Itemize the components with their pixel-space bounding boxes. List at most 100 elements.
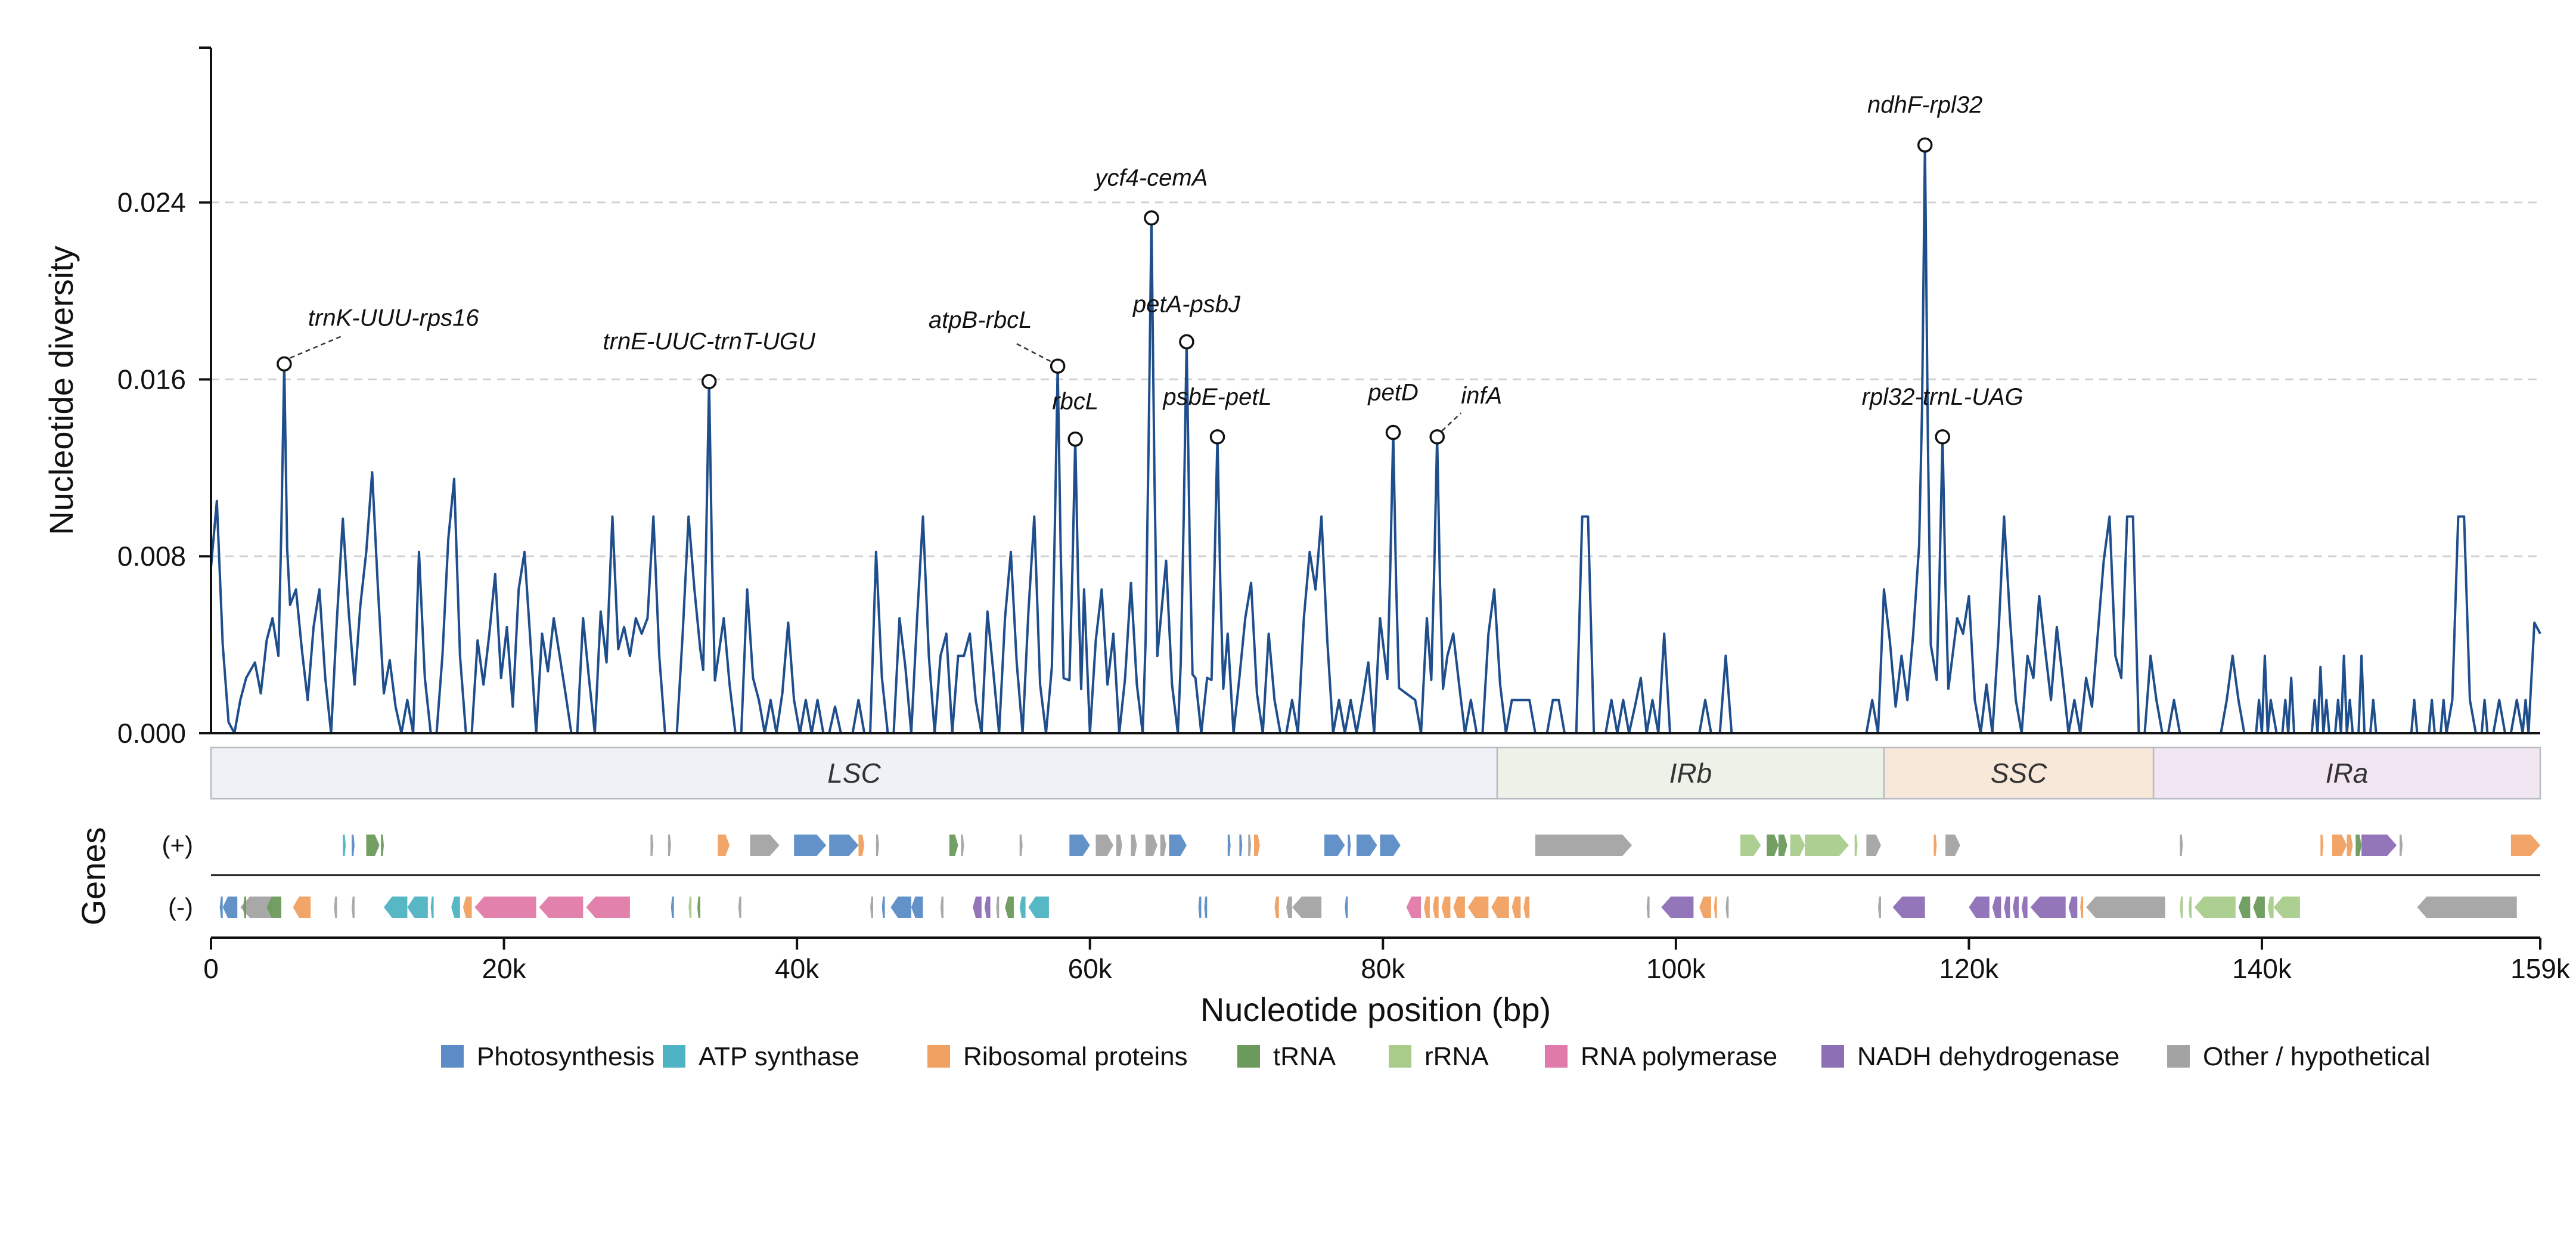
gene-plus — [1535, 835, 1632, 856]
gene-minus — [2238, 897, 2251, 918]
gene-plus — [668, 835, 671, 856]
peak-leader-line — [290, 336, 342, 359]
region-label: IRb — [1669, 758, 1712, 789]
gene-minus — [1198, 897, 1202, 918]
gene-minus — [2189, 897, 2192, 918]
gene-plus — [876, 835, 879, 856]
gene-plus — [1854, 835, 1858, 856]
strand-plus-label: (+) — [162, 831, 194, 859]
gene-minus — [1512, 897, 1521, 918]
gene-minus — [1292, 897, 1322, 918]
y-tick-label: 0.008 — [117, 541, 186, 572]
gene-minus — [219, 897, 223, 918]
region-lsc — [210, 746, 1498, 800]
gene-minus — [1523, 897, 1530, 918]
gene-minus — [1028, 897, 1049, 918]
gene-plus — [1357, 835, 1377, 856]
gene-plus — [2347, 835, 2353, 856]
gene-minus — [1646, 897, 1650, 918]
gene-minus — [1406, 897, 1422, 918]
gene-minus — [1892, 897, 1925, 918]
x-tick-label: 159k — [2510, 953, 2571, 984]
gene-minus — [1969, 897, 1990, 918]
gene-minus — [463, 897, 472, 918]
gene-plus — [1169, 835, 1187, 856]
gene-plus — [650, 835, 654, 856]
gene-plus — [2361, 835, 2397, 856]
gene-minus — [2267, 897, 2274, 918]
grid-lines — [211, 201, 2540, 557]
gene-plus — [1380, 835, 1401, 856]
gene-minus — [2253, 897, 2265, 918]
gene-plus — [2355, 835, 2362, 856]
gene-minus — [1424, 897, 1430, 918]
gene-minus — [2417, 897, 2517, 918]
strand-minus-label: (-) — [168, 893, 193, 921]
peak-marker — [1385, 424, 1401, 441]
x-tick-label: 40k — [775, 953, 820, 984]
gene-minus — [973, 897, 982, 918]
gene-minus — [539, 897, 584, 918]
gene-plus — [1069, 835, 1090, 856]
legend-label: RNA polymerase — [1581, 1042, 1777, 1071]
gene-minus — [2004, 897, 2010, 918]
gene-minus — [2080, 897, 2084, 918]
gene-minus — [671, 897, 674, 918]
y-axis-title: Nucleotide diversity — [42, 246, 80, 535]
gene-minus — [352, 897, 355, 918]
gene-minus — [870, 897, 873, 918]
region-ira — [2152, 746, 2541, 800]
gene-plus — [961, 835, 964, 856]
gene-minus — [1699, 897, 1711, 918]
legend-label: NADH dehydrogenase — [1857, 1042, 2119, 1071]
gene-minus — [240, 897, 273, 918]
peak-label: trnE-UUC-trnT-UGU — [603, 328, 816, 355]
gene-minus — [2021, 897, 2028, 918]
gene-plus — [1778, 835, 1787, 856]
peak-label: atpB-rbcL — [929, 307, 1032, 333]
gene-plus — [1116, 835, 1122, 856]
gene-minus — [1204, 897, 1208, 918]
diversity-line-layer — [210, 144, 2541, 734]
x-tick-label: 80k — [1361, 953, 1405, 984]
gene-plus — [949, 835, 958, 856]
gene-minus — [1286, 897, 1292, 918]
x-tick-label: 20k — [482, 953, 526, 984]
gene-minus — [1661, 897, 1694, 918]
peak-label: petA-psbJ — [1132, 291, 1241, 317]
x-tick-label: 0 — [203, 953, 219, 984]
legend-swatch — [1545, 1045, 1568, 1068]
gene-plus — [1790, 835, 1805, 856]
peak-label: petD — [1367, 379, 1419, 405]
gene-minus — [688, 897, 692, 918]
gene-minus — [2030, 897, 2066, 918]
gene-minus — [882, 897, 885, 918]
gene-minus — [1491, 897, 1509, 918]
peak-marker — [701, 374, 717, 389]
gene-minus — [1992, 897, 2001, 918]
x-tick-label: 140k — [2232, 953, 2292, 984]
peak-label: ycf4-cemA — [1093, 165, 1208, 191]
gene-minus — [243, 897, 246, 918]
peak-marker — [1067, 431, 1083, 447]
gene-minus — [2273, 897, 2300, 918]
x-tick-label: 100k — [1646, 953, 1706, 984]
legend-swatch — [2167, 1045, 2190, 1068]
gene-minus — [266, 897, 281, 918]
gene-minus — [1345, 897, 1348, 918]
gene-plus — [2332, 835, 2347, 856]
gene-minus — [1005, 897, 1014, 918]
gene-plus — [2180, 835, 2183, 856]
peak-marker — [1050, 358, 1066, 374]
gene-plus — [1324, 835, 1345, 856]
gene-minus — [1467, 897, 1489, 918]
peak-marker — [1209, 429, 1225, 445]
peak-marker — [1917, 137, 1933, 153]
gene-plus — [1945, 835, 1960, 856]
gene-minus — [1274, 897, 1279, 918]
gene-plus — [1019, 835, 1023, 856]
gene-plus — [1933, 835, 1937, 856]
gene-plus — [381, 835, 384, 856]
gene-minus — [222, 897, 238, 918]
gene-minus — [293, 897, 311, 918]
